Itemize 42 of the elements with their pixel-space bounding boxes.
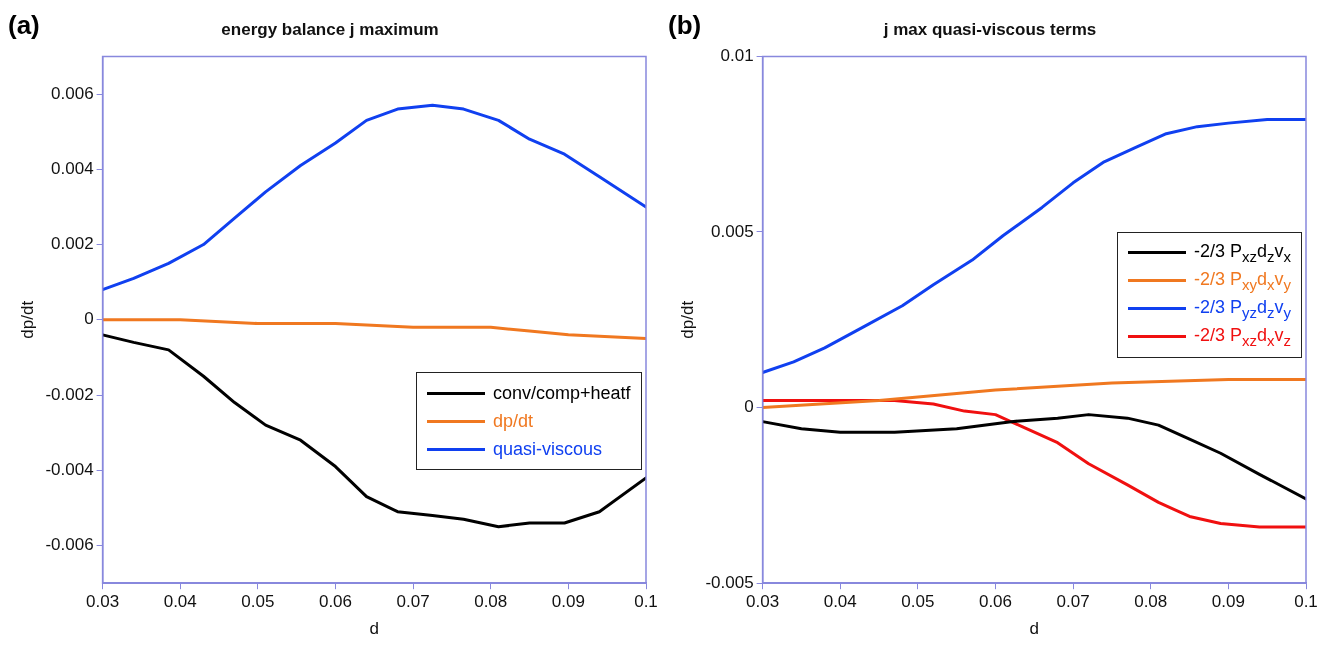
x-tick-label: 0.1 [1294,592,1318,612]
chart-title: energy balance j maximum [221,19,439,39]
x-tick-label: 0.03 [746,592,780,612]
x-axis-title: d [369,619,380,639]
x-tick-label: 0.06 [978,592,1013,612]
y-tick-label: 0.005 [711,221,754,241]
y-tick-label: 0 [744,397,754,417]
legend-label: -2/3 P$_{yz}$d$_{z}$v$_{y}$ [1194,296,1292,321]
x-tick-label: 0.08 [474,592,508,612]
y-tick-label: 0 [84,309,94,329]
x-tick-label: 0.05 [901,592,935,612]
y-tick-label: 0.002 [51,234,94,254]
x-tick-label: 0.06 [318,592,353,612]
x-tick-label: 0.04 [823,592,857,612]
x-tick-label: 0.08 [1134,592,1168,612]
text: (b) [668,10,702,41]
x-tick-label: 0.04 [163,592,197,612]
legend-label: -2/3 P$_{xy}$d$_{x}$v$_{y}$ [1194,268,1292,293]
y-tick-label: -0.002 [45,384,94,404]
legend-label: conv/comp+heatf [493,382,631,404]
x-tick-label: 0.05 [241,592,275,612]
x-tick-label: 0.09 [551,592,585,612]
y-tick-label: 0.01 [720,46,754,66]
x-tick-label: 0.03 [86,592,120,612]
legend-label: -2/3 P$_{xz}$d$_{x}$v$_{z}$ [1194,324,1292,349]
x-axis-title: d [1029,619,1040,639]
x-tick-label: 0.07 [1056,592,1090,612]
y-tick-label: -0.005 [705,572,754,592]
y-tick-label: 0.004 [51,158,94,178]
x-tick-label: 0.1 [634,592,658,612]
text: (a) [8,10,40,41]
x-tick-label: 0.07 [396,592,430,612]
chart-title: j max quasi-viscous terms [882,19,1097,39]
y-tick-label: -0.006 [45,535,94,555]
legend-label: -2/3 P$_{xz}$d$_{z}$v$_{x}$ [1194,240,1292,265]
x-tick-label: 0.09 [1211,592,1245,612]
y-tick-label: 0.006 [51,83,94,103]
legend-label: dp/dt [493,410,534,432]
legend-label: quasi-viscous [493,438,603,460]
y-axis-title: dp/dt [17,300,37,339]
y-axis-title: dp/dt [677,300,697,339]
y-tick-label: -0.004 [45,460,94,479]
